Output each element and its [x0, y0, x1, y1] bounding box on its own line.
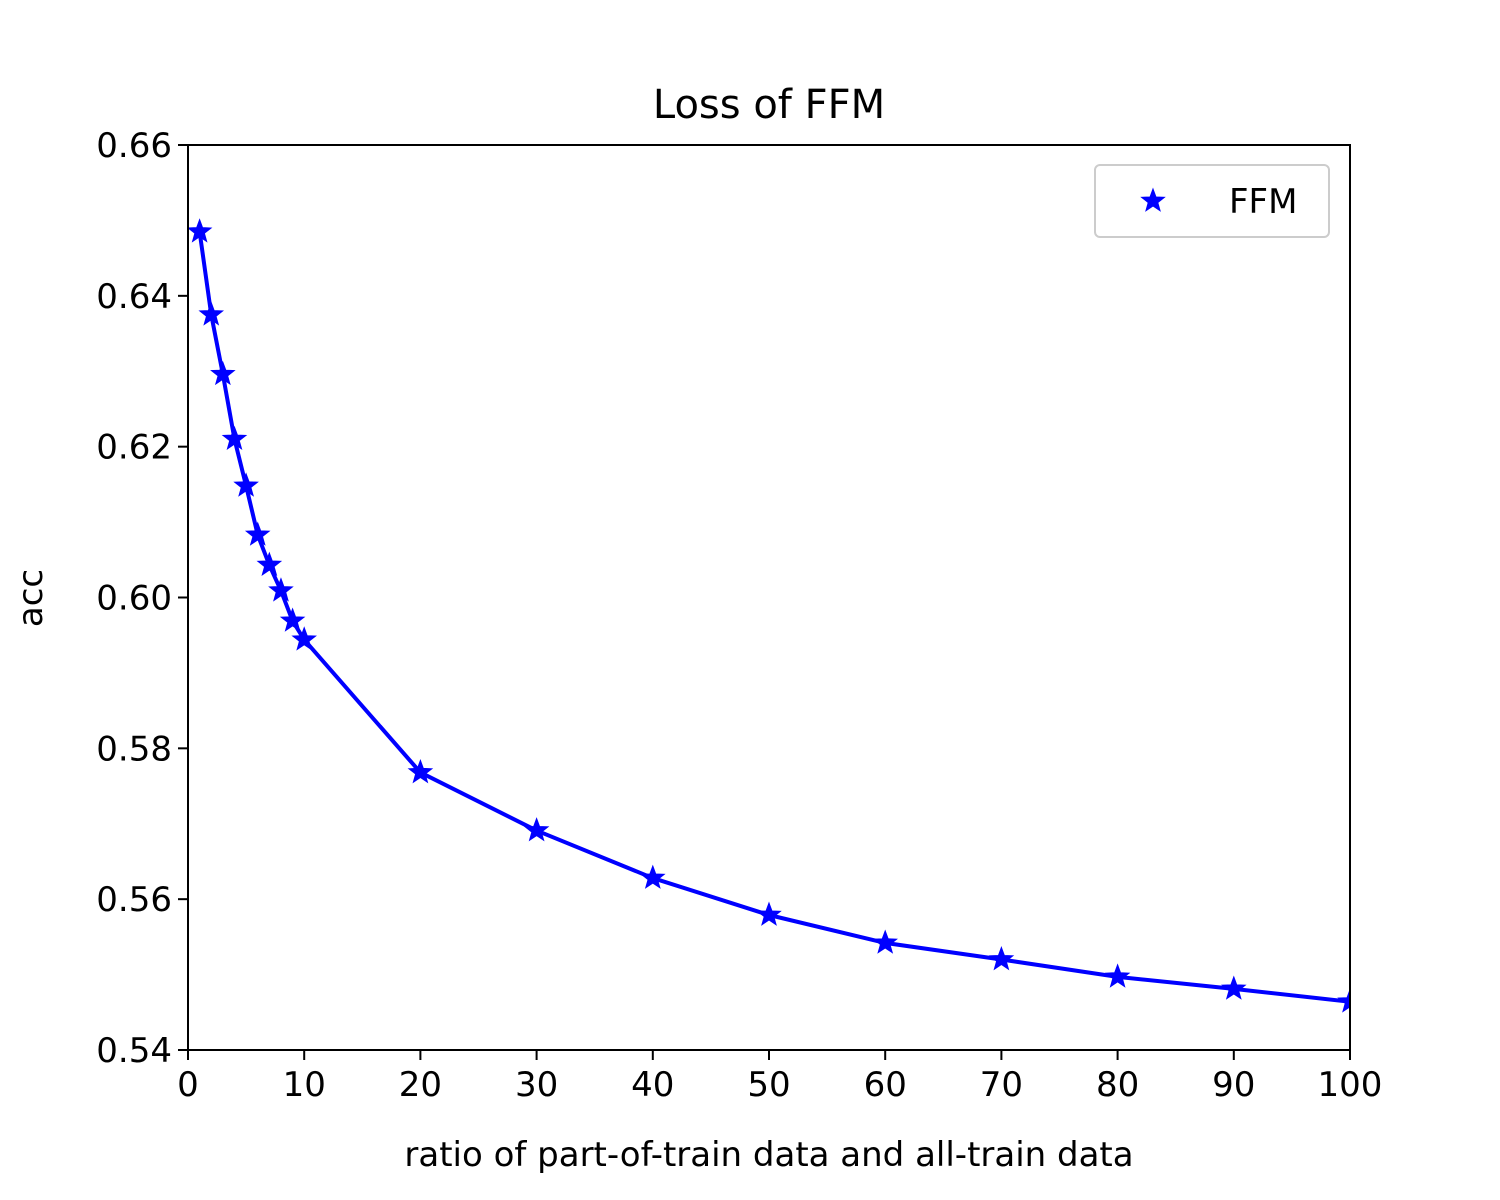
data-point-marker — [188, 218, 213, 243]
data-point-marker — [1337, 988, 1350, 1013]
data-point-marker — [244, 521, 271, 546]
x-tick-label: 100 — [1318, 1065, 1383, 1105]
legend: FFM — [1094, 164, 1330, 238]
y-tick-label: 0.56 — [96, 880, 172, 920]
y-tick-label: 0.62 — [96, 428, 172, 468]
data-point-marker — [640, 864, 666, 889]
x-tick-label: 40 — [631, 1065, 674, 1105]
data-point-marker — [988, 946, 1015, 971]
y-tick-label: 0.58 — [96, 729, 172, 769]
x-tick-label: 30 — [515, 1065, 558, 1105]
data-point-marker — [1104, 963, 1131, 988]
x-tick-label: 60 — [864, 1065, 907, 1105]
legend-box — [1094, 164, 1330, 238]
x-tick-label: 50 — [747, 1065, 790, 1105]
x-axis-label: ratio of part-of-train data and all-trai… — [404, 1135, 1133, 1175]
legend-label: FFM — [1229, 182, 1297, 222]
x-tick-label: 10 — [283, 1065, 326, 1105]
chart-title: Loss of FFM — [653, 82, 885, 128]
y-tick-label: 0.60 — [96, 579, 172, 619]
y-axis-label: acc — [11, 569, 51, 627]
data-point-marker — [268, 577, 294, 602]
data-point-marker — [233, 472, 259, 497]
data-point-marker — [523, 817, 550, 842]
data-point-marker — [198, 301, 225, 326]
x-tick-label: 90 — [1212, 1065, 1255, 1105]
series-line-FFM — [197, 229, 1350, 1004]
data-point-marker — [291, 626, 317, 651]
plot-area — [188, 218, 1350, 1013]
data-point-marker — [756, 901, 782, 926]
x-tick-label: 80 — [1096, 1065, 1139, 1105]
data-point-marker — [210, 360, 236, 386]
data-point-marker — [872, 929, 898, 954]
data-point-marker — [256, 551, 283, 576]
data-point-marker — [407, 759, 434, 784]
x-tick-label: 0 — [177, 1065, 199, 1105]
axes: 0 10 20 30 40 50 60 70 80 90 100 0.54 0.56 0.58 0.60 0.… — [96, 126, 1382, 1105]
data-point-marker — [221, 425, 248, 450]
y-tick-label: 0.66 — [96, 126, 172, 166]
data-point-marker — [279, 607, 306, 632]
x-tick-label: 70 — [980, 1065, 1023, 1105]
y-tick-label: 0.54 — [96, 1031, 172, 1071]
data-point-marker — [1221, 975, 1247, 1000]
series-group — [188, 218, 1350, 1013]
legend-marker-icon — [1140, 187, 1166, 212]
y-tick-label: 0.64 — [96, 277, 172, 317]
x-tick-label: 20 — [399, 1065, 442, 1105]
